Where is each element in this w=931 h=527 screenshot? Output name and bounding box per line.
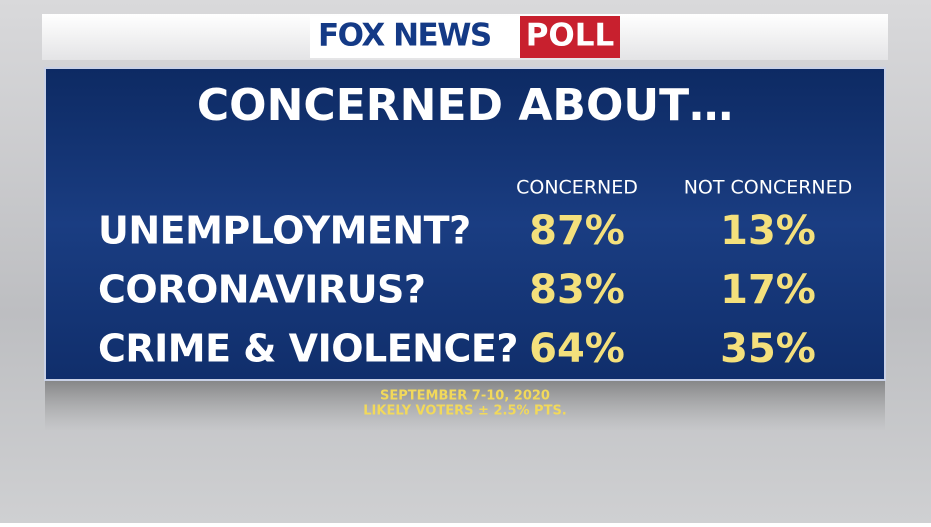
logo-box bbox=[310, 16, 520, 58]
column-header: NOT CONCERNED bbox=[684, 177, 853, 199]
footer-dates: SEPTEMBER 7-10, 2020 bbox=[380, 389, 550, 404]
title: CONCERNED ABOUT… bbox=[197, 80, 733, 131]
column-header: CONCERNED bbox=[516, 177, 638, 199]
footer-sample: LIKELY VOTERS ± 2.5% PTS. bbox=[363, 404, 567, 419]
logo-tag-box bbox=[520, 16, 620, 58]
row-value: 64% bbox=[529, 326, 625, 372]
row-value: 13% bbox=[720, 208, 816, 254]
row-value: 83% bbox=[529, 267, 625, 313]
row-label: UNEMPLOYMENT? bbox=[98, 209, 471, 253]
logo-brand: FOX NEWS bbox=[318, 18, 491, 54]
row-label: CRIME & VIOLENCE? bbox=[98, 327, 518, 371]
row-value: 87% bbox=[529, 208, 625, 254]
row-value: 17% bbox=[720, 267, 816, 313]
row-value: 35% bbox=[720, 326, 816, 372]
row-label: CORONAVIRUS? bbox=[98, 268, 425, 312]
rows: UNEMPLOYMENT? 87% 13% CORONAVIRUS? 83% 17% CRI… bbox=[98, 208, 816, 372]
logo-tag: POLL bbox=[526, 18, 615, 54]
panel bbox=[44, 67, 886, 381]
panel-shadow bbox=[45, 381, 885, 431]
